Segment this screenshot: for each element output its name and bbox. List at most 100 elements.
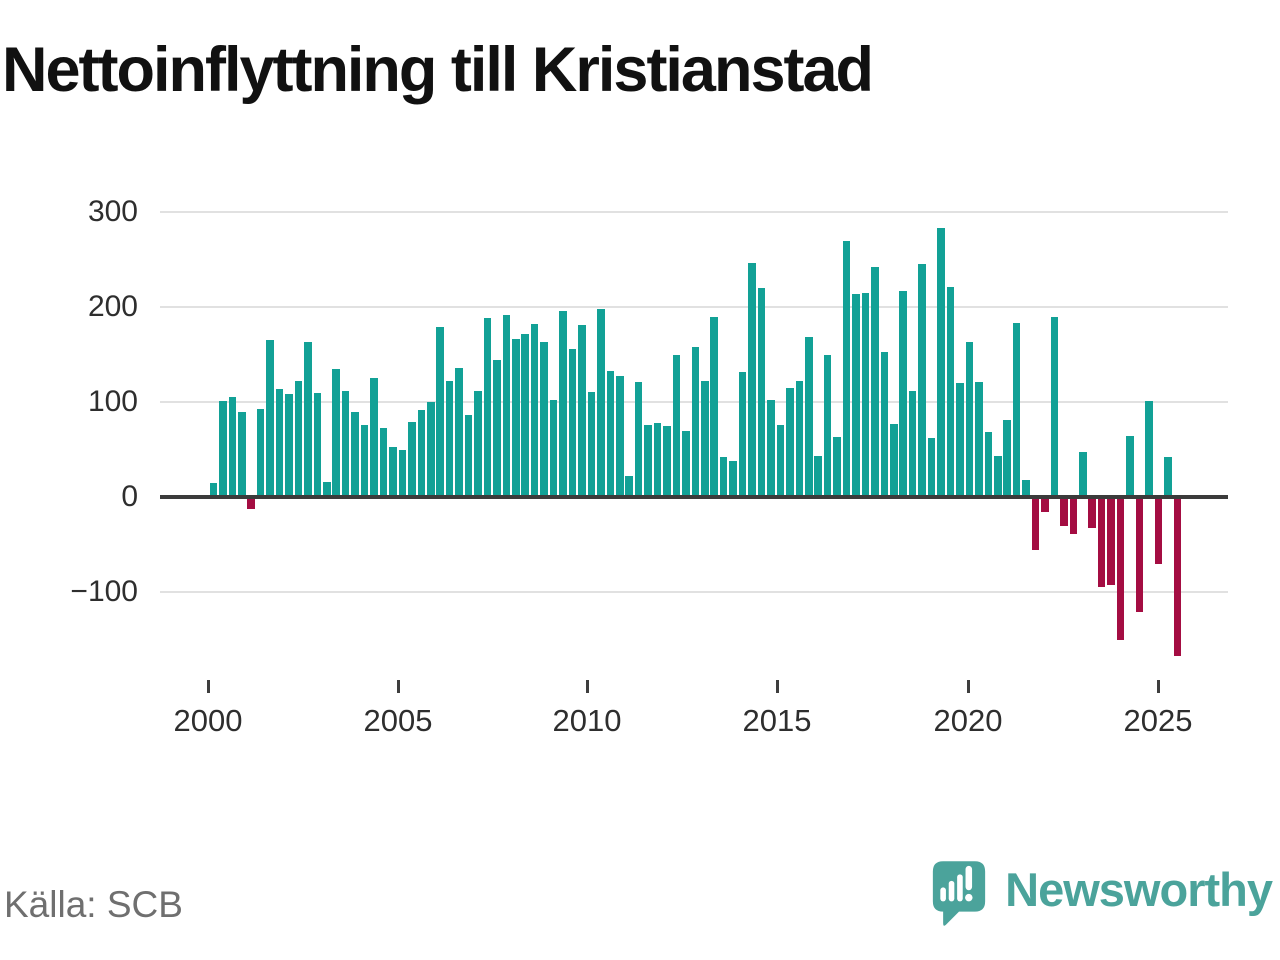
bar (1173, 497, 1182, 656)
bar (351, 412, 359, 497)
x-tick-mark (586, 680, 589, 693)
bar (266, 340, 274, 497)
bar (1031, 497, 1040, 551)
x-tick-label: 2005 (363, 703, 433, 738)
bar (1154, 497, 1163, 565)
x-tick-label: 2025 (1123, 703, 1193, 738)
x-tick-mark (776, 680, 779, 693)
bar (502, 314, 511, 497)
bar (946, 287, 955, 497)
bar (1079, 452, 1087, 497)
newsworthy-bubble-icon (933, 861, 986, 926)
x-tick-mark (1157, 680, 1160, 693)
bar (304, 342, 312, 497)
bar (625, 476, 633, 497)
y-tick-label: 200 (87, 290, 138, 323)
x-tick-mark (207, 680, 210, 693)
bar (285, 394, 293, 497)
bar (1060, 497, 1068, 526)
bar (426, 402, 435, 497)
bar (814, 456, 822, 497)
bar (738, 371, 747, 497)
bar (691, 346, 700, 497)
bar (927, 438, 936, 497)
bar (209, 482, 218, 497)
bar (852, 293, 860, 497)
bar (521, 333, 530, 497)
bar (370, 378, 378, 497)
x-tick-mark (397, 680, 400, 693)
bar (1145, 401, 1153, 497)
chart-title: Nettoinflyttning till Kristianstad (2, 35, 874, 105)
bar (767, 400, 775, 497)
bar (701, 381, 709, 497)
bar (918, 264, 926, 497)
newsworthy-wordmark: Newsworthy (1005, 863, 1273, 916)
bar (1126, 436, 1134, 497)
bar (445, 381, 454, 497)
bar (237, 412, 246, 497)
bar (464, 415, 473, 497)
bar (861, 292, 870, 497)
bar (228, 397, 237, 497)
bar (634, 382, 643, 497)
y-tick-label: 300 (87, 195, 138, 228)
bar (247, 497, 255, 510)
bar (993, 456, 1002, 497)
bar (1069, 497, 1078, 535)
bar (568, 348, 577, 497)
x-tick-label: 2000 (173, 703, 243, 738)
bar (975, 382, 983, 497)
bar (313, 392, 322, 497)
bar (597, 308, 605, 497)
bar (615, 376, 624, 497)
bar (360, 424, 369, 497)
bar (663, 425, 671, 497)
bar (379, 427, 388, 497)
bar (1097, 497, 1106, 588)
bar (644, 424, 652, 497)
bar (389, 446, 397, 497)
bar (842, 240, 851, 497)
bar (890, 423, 898, 497)
bar (729, 460, 737, 497)
bar (294, 381, 303, 497)
bar (1116, 497, 1125, 640)
bar (1003, 420, 1011, 497)
bar (1041, 497, 1049, 513)
bar (398, 449, 407, 497)
bar (578, 325, 586, 497)
bar (880, 351, 889, 497)
bar (1107, 497, 1115, 586)
bar (795, 381, 804, 497)
newsworthy-logo: Newsworthy (931, 858, 1273, 930)
bar (776, 424, 785, 497)
bar (653, 422, 662, 497)
bar (493, 360, 501, 497)
bar (871, 267, 879, 497)
bar (408, 421, 416, 497)
bar (436, 326, 444, 497)
bar (341, 390, 350, 497)
bar (823, 354, 832, 497)
bar (587, 391, 596, 497)
grid-line (160, 306, 1228, 308)
bar (899, 290, 908, 497)
bar (937, 228, 945, 497)
x-tick-mark (967, 680, 970, 693)
bar (275, 388, 284, 497)
bar (710, 317, 719, 497)
bar (672, 354, 681, 497)
bar (748, 263, 756, 497)
bar (483, 318, 492, 497)
bar (323, 481, 331, 497)
bar (1022, 479, 1030, 497)
bar (1012, 323, 1021, 497)
bar (1088, 497, 1097, 529)
bar (512, 339, 520, 497)
bar (682, 430, 690, 497)
bar (474, 390, 482, 497)
bar (540, 342, 548, 497)
bar (719, 457, 728, 497)
bar (804, 337, 813, 497)
